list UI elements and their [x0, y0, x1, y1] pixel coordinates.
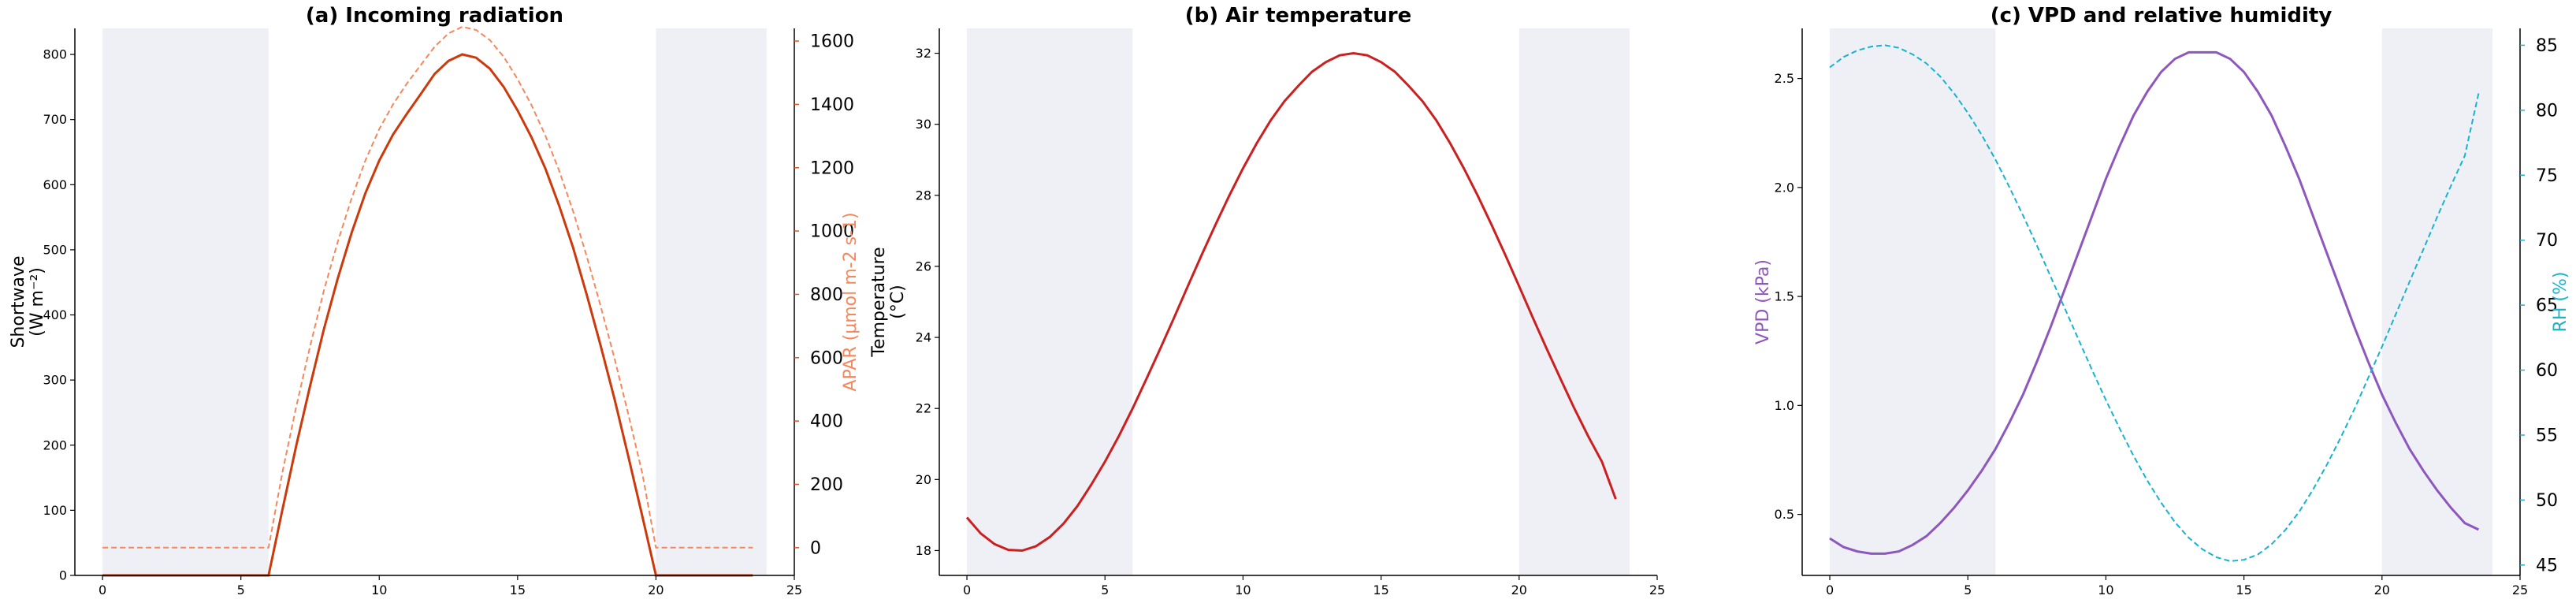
x-tick-label: 10 — [1235, 583, 1251, 597]
y2-tick-label: 800 — [810, 285, 843, 305]
chart-title: (c) VPD and relative humidity — [1991, 4, 2333, 28]
x-tick-label: 10 — [371, 583, 387, 597]
x-tick-label: 25 — [786, 583, 802, 597]
y2-axis-label: APAR (μmol m-2 s-1) — [841, 212, 861, 391]
chart-title: (a) Incoming radiation — [306, 4, 563, 28]
y-tick-label: 600 — [43, 177, 67, 192]
y-tick-label: 500 — [43, 242, 67, 257]
night-shading-band — [1830, 28, 1996, 575]
y-tick-label: 1.5 — [1775, 289, 1794, 304]
y-tick-label: 2.5 — [1775, 71, 1794, 86]
y2-tick-label: 1400 — [810, 95, 854, 115]
night-shading-band — [2381, 28, 2492, 575]
y-tick-label: 200 — [43, 437, 67, 452]
y2-tick-label: 65 — [2536, 296, 2558, 316]
y2-tick-label: 400 — [810, 412, 843, 432]
y2-tick-label: 1200 — [810, 158, 854, 178]
y-tick-label: 28 — [916, 188, 931, 203]
y-axis-label-line: Shortwave — [9, 255, 28, 348]
x-tick-label: 25 — [2512, 583, 2528, 597]
y-tick-label: 700 — [43, 112, 67, 127]
y2-tick-label: 70 — [2536, 231, 2558, 251]
y-tick-label: 26 — [916, 259, 931, 274]
x-tick-label: 15 — [2236, 583, 2251, 597]
y-tick-label: 100 — [43, 503, 67, 518]
chart-panel-1: 0 5 10 15 20 25 0 100 200 300 400 500 600 700 800 0 200 4… — [9, 4, 861, 597]
x-tick-label: 0 — [1826, 583, 1834, 597]
y2-tick-label: 50 — [2536, 491, 2558, 511]
x-tick-label: 20 — [648, 583, 664, 597]
y-tick-label: 300 — [43, 373, 67, 388]
y-tick-label: 32 — [916, 46, 931, 61]
x-tick-label: 10 — [2098, 583, 2113, 597]
y-tick-label: 24 — [916, 330, 931, 345]
y-tick-label: 22 — [916, 401, 931, 416]
y-tick-label: 20 — [916, 472, 931, 487]
night-shading-band — [967, 28, 1133, 575]
x-tick-label: 25 — [1649, 583, 1665, 597]
y2-tick-label: 45 — [2536, 556, 2558, 575]
y2-tick-label: 600 — [810, 348, 843, 368]
y2-tick-label: 1000 — [810, 222, 854, 242]
y-axis-label-line: Temperature — [869, 247, 889, 357]
y-axis-label: VPD (kPa) — [1753, 259, 1773, 344]
x-tick-label: 5 — [1964, 583, 1972, 597]
y-tick-label: 30 — [916, 117, 931, 132]
y-tick-label: 0 — [59, 568, 67, 583]
x-tick-label: 0 — [963, 583, 971, 597]
y-axis-label: Temperature(°C) — [869, 247, 908, 357]
chart-title: (b) Air temperature — [1185, 4, 1412, 28]
y2-tick-label: 200 — [810, 475, 843, 495]
x-tick-label: 20 — [2374, 583, 2390, 597]
y-tick-label: 18 — [916, 543, 931, 558]
night-shading-band — [656, 28, 767, 575]
y2-tick-label: 1600 — [810, 32, 854, 52]
y-tick-label: 0.5 — [1775, 507, 1794, 522]
y2-tick-label: 75 — [2536, 166, 2558, 186]
series-line-temperature — [965, 51, 1617, 553]
series-line-rh — [1829, 44, 2480, 562]
y-axis-label: Shortwave(W m⁻²) — [9, 255, 47, 348]
x-tick-label: 15 — [510, 583, 526, 597]
y2-tick-label: 80 — [2536, 101, 2558, 121]
series-line-apar — [102, 25, 753, 549]
y2-tick-label: 0 — [810, 538, 821, 558]
x-tick-label: 0 — [99, 583, 106, 597]
y-tick-label: 1.0 — [1775, 398, 1794, 413]
x-tick-label: 5 — [237, 583, 245, 597]
y-tick-label: 2.0 — [1775, 180, 1794, 195]
y-axis-label-line: (W m⁻²) — [28, 267, 47, 337]
y2-tick-label: 55 — [2536, 426, 2558, 445]
x-tick-label: 5 — [1101, 583, 1109, 597]
x-tick-label: 20 — [1511, 583, 1527, 597]
series-line-vpd — [1829, 50, 2480, 555]
y-tick-label: 400 — [43, 307, 67, 322]
y-axis-label-line: (°C) — [888, 285, 908, 319]
chart-panel-3: 0 5 10 15 20 25 0.5 1.0 1.5 2.0 2.5 45 50 55 60 65 70 75 8… — [1753, 4, 2570, 597]
y-tick-label: 800 — [43, 47, 67, 62]
y2-axis-label: RH (%) — [2551, 272, 2570, 333]
y2-tick-label: 60 — [2536, 361, 2558, 381]
night-shading-band — [102, 28, 269, 575]
x-tick-label: 15 — [1373, 583, 1388, 597]
y2-tick-label: 85 — [2536, 36, 2558, 56]
chart-panel-2: 0 5 10 15 20 25 18 20 22 24 26 28 30 32 (b) Air temper… — [869, 4, 1665, 597]
y-axis-label-line: VPD (kPa) — [1753, 259, 1773, 344]
